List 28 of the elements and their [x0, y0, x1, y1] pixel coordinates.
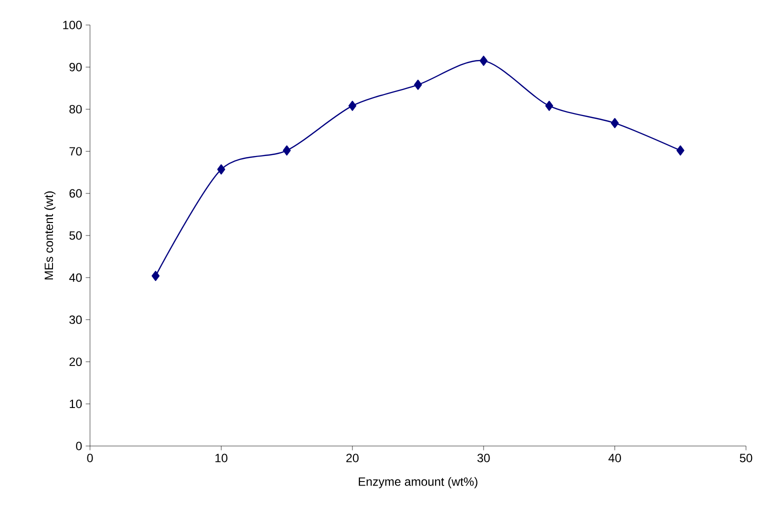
x-tick-label: 40: [608, 454, 621, 462]
y-tick-label: 20: [70, 358, 82, 366]
point: [152, 270, 160, 281]
y-tick-label: 90: [69, 62, 82, 72]
x-axis-title: Enzyme amount (wt%): [358, 477, 478, 488]
point: [414, 80, 422, 90]
y-tick-label: 60: [70, 189, 82, 198]
y-tick-label: 100: [63, 20, 82, 30]
y-axis-title: MEs content (wt): [44, 191, 56, 280]
x-tick-label: 0: [87, 454, 93, 462]
x-tick-label: 50: [740, 454, 752, 462]
y-tick-label: 30: [69, 315, 82, 324]
y-tick-label: 80: [69, 104, 82, 114]
point: [348, 100, 356, 111]
point: [282, 145, 291, 156]
point: [545, 100, 554, 111]
point: [217, 164, 226, 174]
point: [676, 145, 684, 156]
y-tick-label: 0: [76, 442, 82, 450]
y-tick-label: 10: [70, 400, 82, 408]
x-tick-label: 20: [346, 454, 359, 462]
y-tick-label: 50: [69, 231, 82, 240]
y-tick-label: 70: [70, 147, 82, 156]
x-tick-label: 30: [477, 454, 490, 462]
y-tick-label: 40: [69, 273, 82, 282]
point: [480, 56, 488, 66]
x-tick-label: 10: [215, 454, 228, 462]
point: [610, 118, 619, 128]
